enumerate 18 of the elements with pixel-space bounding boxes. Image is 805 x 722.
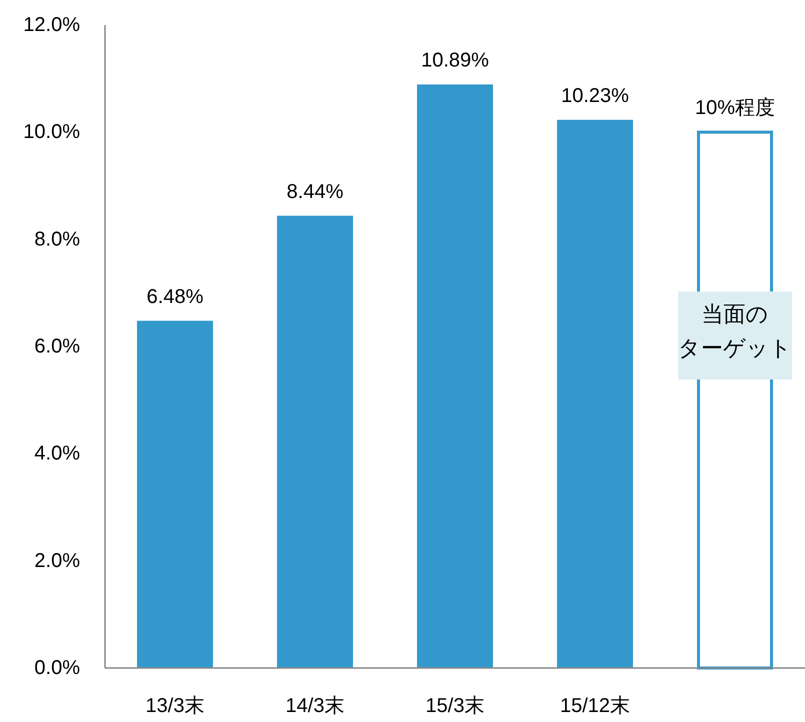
y-tick-label: 8.0% bbox=[34, 228, 80, 250]
data-label: 10.23% bbox=[561, 84, 630, 107]
annotation: 当面の bbox=[702, 302, 768, 326]
y-tick-label: 10.0% bbox=[23, 121, 80, 144]
x-tick-label: 15/3末 bbox=[426, 695, 484, 717]
data-label: 6.48% bbox=[146, 286, 204, 308]
x-tick-label: 15/12末 bbox=[560, 695, 630, 717]
data-label: 8.44% bbox=[286, 180, 344, 203]
x-tick-label: 14/3末 bbox=[286, 695, 344, 717]
annotation: ターゲット bbox=[678, 336, 792, 360]
y-tick-label: 6.0% bbox=[34, 336, 80, 358]
data-label: 10.89% bbox=[421, 49, 490, 72]
y-tick-label: 4.0% bbox=[34, 442, 80, 465]
x-tick-label: 13/3末 bbox=[146, 695, 204, 717]
data-label: 10%程度 bbox=[694, 97, 776, 120]
y-tick-label: 0.0% bbox=[34, 657, 80, 679]
y-tick-label: 2.0% bbox=[34, 550, 80, 572]
y-tick-label: 12.0% bbox=[23, 14, 80, 36]
